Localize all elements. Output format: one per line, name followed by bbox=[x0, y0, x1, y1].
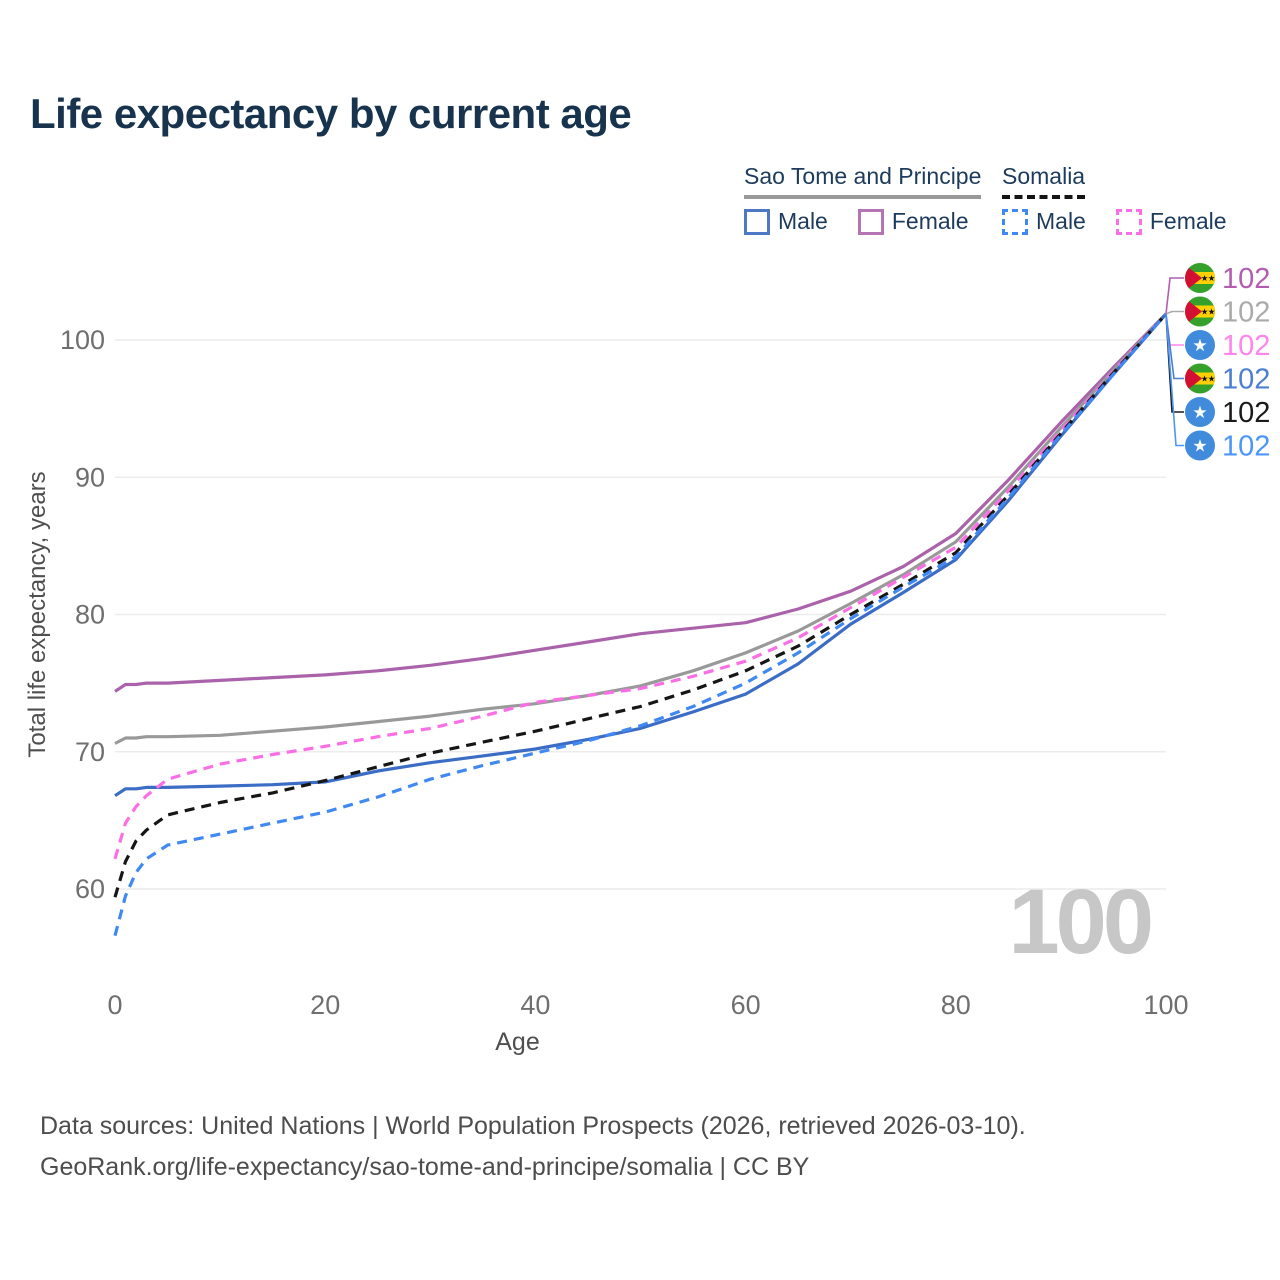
flag-star: ★ bbox=[1201, 374, 1209, 384]
y-tick-label-70: 70 bbox=[75, 737, 105, 767]
flag-star: ★ bbox=[1208, 307, 1216, 317]
watermark-100: 100 bbox=[1009, 871, 1151, 973]
series-line-somalia-female[interactable] bbox=[113, 312, 1168, 860]
end-label-value: 102 bbox=[1222, 364, 1270, 396]
x-tick-label-60: 60 bbox=[731, 990, 761, 1020]
legend-item-somalia-female[interactable]: Female bbox=[1115, 208, 1227, 235]
end-label-connector bbox=[1165, 313, 1184, 380]
legend-item-stp-male[interactable]: Male bbox=[744, 208, 828, 235]
x-tick-label-20: 20 bbox=[310, 990, 340, 1020]
flag-star: ★ bbox=[1192, 437, 1207, 457]
legend-country-sao-tome[interactable]: Sao Tome and Principe bbox=[744, 163, 982, 199]
somalia-flag-icon bbox=[1185, 330, 1215, 360]
x-axis-title: Age bbox=[495, 1028, 539, 1056]
flag-star: ★ bbox=[1192, 403, 1207, 423]
y-axis-title: Total life expectancy, years bbox=[24, 471, 51, 757]
x-tick-label-100: 100 bbox=[1143, 990, 1188, 1020]
y-tick-label-80: 80 bbox=[75, 600, 105, 630]
attribution-text: GeoRank.org/life-expectancy/sao-tome-and… bbox=[40, 1153, 810, 1181]
somalia-flag-icon bbox=[1185, 397, 1215, 427]
end-label-connector bbox=[1165, 310, 1184, 315]
end-label-value: 102 bbox=[1222, 397, 1270, 429]
footer: Data sources: United Nations | World Pop… bbox=[40, 1106, 1026, 1188]
end-label-value: 102 bbox=[1222, 330, 1270, 362]
stp-female-swatch-icon bbox=[857, 208, 884, 235]
x-tick-label-80: 80 bbox=[941, 990, 971, 1020]
stp-male-swatch-icon bbox=[744, 208, 770, 235]
flag-star: ★ bbox=[1208, 374, 1216, 384]
legend-items-somalia: Male Female bbox=[1002, 208, 1227, 235]
end-label-value: 102 bbox=[1222, 297, 1270, 329]
sao-tome-flag-icon: ★ ★ bbox=[1185, 363, 1216, 394]
legend-group-sao-tome: Sao Tome and Principe Male Female bbox=[744, 163, 982, 235]
sao-tome-flag-icon: ★ ★ bbox=[1185, 263, 1216, 293]
series-line-sao-tome-and-principe-male[interactable] bbox=[114, 312, 1168, 798]
series-line-sao-tome-and-principe-female[interactable] bbox=[114, 312, 1168, 693]
end-label-sao-tome-and-principe-1: ★ ★ bbox=[1185, 296, 1216, 327]
legend-label: Male bbox=[778, 208, 828, 234]
legend-item-stp-female[interactable]: Female bbox=[857, 208, 969, 235]
end-label-connector bbox=[1165, 277, 1184, 315]
sao-tome-flag-icon: ★ ★ bbox=[1185, 296, 1216, 327]
end-label-value: 102 bbox=[1222, 431, 1270, 463]
legend-items-sao-tome: Male Female bbox=[744, 208, 981, 235]
end-label-connector bbox=[1165, 313, 1184, 447]
flag-star: ★ bbox=[1201, 307, 1209, 317]
somalia-female-swatch-icon bbox=[1115, 208, 1142, 235]
y-tick-label-60: 60 bbox=[75, 874, 105, 904]
end-label-somalia-2: ★ bbox=[1185, 330, 1215, 360]
legend-label: Female bbox=[1149, 208, 1227, 234]
legend-item-somalia-male[interactable]: Male bbox=[1002, 208, 1086, 235]
legend-label: Male bbox=[1036, 208, 1086, 234]
data-sources-text: Data sources: United Nations | World Pop… bbox=[40, 1112, 1026, 1140]
x-tick-label-40: 40 bbox=[520, 990, 550, 1020]
page-title: Life expectancy by current age bbox=[30, 90, 632, 137]
flag-star: ★ bbox=[1201, 274, 1209, 284]
flag-star: ★ bbox=[1208, 274, 1216, 284]
end-label-sao-tome-and-principe-3: ★ ★ bbox=[1185, 363, 1216, 394]
end-label-somalia-4: ★ bbox=[1185, 397, 1215, 427]
end-label-sao-tome-and-principe-0: ★ ★ bbox=[1185, 263, 1216, 293]
flag-star: ★ bbox=[1192, 336, 1207, 356]
x-tick-label-0: 0 bbox=[107, 990, 122, 1020]
somalia-male-swatch-icon bbox=[1002, 208, 1028, 235]
y-tick-label-100: 100 bbox=[60, 325, 105, 355]
series-line-somalia-both-sexes[interactable] bbox=[113, 312, 1168, 898]
y-tick-label-90: 90 bbox=[75, 462, 105, 492]
somalia-flag-icon bbox=[1185, 430, 1215, 461]
end-label-value: 102 bbox=[1222, 263, 1270, 295]
end-label-somalia-5: ★ bbox=[1185, 430, 1215, 461]
legend-label: Female bbox=[891, 208, 969, 234]
legend-group-somalia: Somalia Male Female bbox=[1002, 163, 1227, 235]
series-line-somalia-male[interactable] bbox=[113, 312, 1168, 937]
legend-country-somalia[interactable]: Somalia bbox=[1002, 163, 1086, 199]
